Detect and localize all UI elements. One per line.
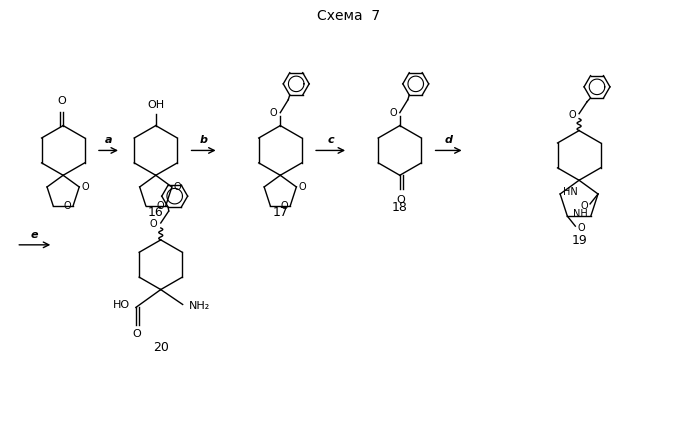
Text: O: O [150, 219, 157, 229]
Text: O: O [396, 195, 405, 205]
Text: O: O [580, 201, 588, 211]
Text: 20: 20 [153, 341, 168, 354]
Text: O: O [133, 329, 141, 339]
Text: Схема  7: Схема 7 [317, 9, 380, 23]
Text: 16: 16 [148, 206, 164, 219]
Text: 17: 17 [273, 206, 288, 219]
Text: NH₂: NH₂ [189, 301, 210, 312]
Text: O: O [64, 201, 71, 211]
Text: O: O [81, 182, 89, 192]
Text: a: a [105, 136, 113, 146]
Text: O: O [577, 223, 585, 233]
Text: O: O [298, 182, 306, 192]
Text: O: O [568, 110, 576, 120]
Text: OH: OH [147, 100, 164, 110]
Text: O: O [270, 108, 277, 117]
Text: O: O [58, 96, 66, 106]
Text: O: O [280, 201, 288, 211]
Text: 18: 18 [392, 201, 408, 214]
Text: HN: HN [563, 187, 578, 197]
Text: 19: 19 [571, 234, 587, 247]
Text: O: O [389, 108, 396, 117]
Text: NH: NH [573, 209, 588, 219]
Text: e: e [31, 230, 38, 240]
Text: HO: HO [113, 301, 131, 311]
Text: c: c [327, 136, 334, 146]
Text: d: d [445, 136, 453, 146]
Text: O: O [174, 182, 182, 192]
Text: O: O [156, 201, 164, 211]
Text: b: b [200, 136, 208, 146]
